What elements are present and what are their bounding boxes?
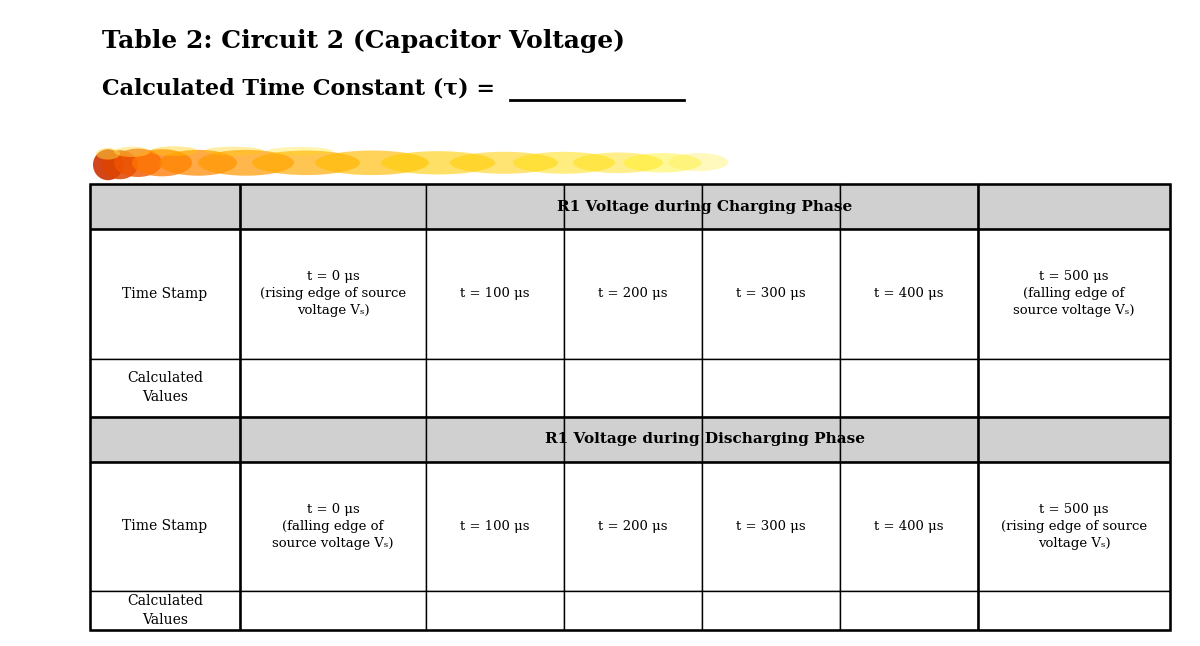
Ellipse shape bbox=[158, 150, 238, 176]
Bar bbox=[840, 359, 978, 417]
Bar bbox=[90, 359, 240, 417]
Bar bbox=[90, 229, 240, 359]
Bar bbox=[978, 229, 1170, 359]
Bar bbox=[240, 462, 426, 591]
Bar bbox=[978, 462, 1170, 591]
Ellipse shape bbox=[114, 149, 162, 177]
Bar bbox=[564, 591, 702, 630]
Bar bbox=[702, 462, 840, 591]
Bar bbox=[426, 359, 564, 417]
Bar bbox=[90, 417, 240, 462]
Bar bbox=[240, 591, 426, 630]
Bar bbox=[90, 184, 1170, 630]
Bar bbox=[564, 417, 702, 462]
Text: R1 Voltage during Charging Phase: R1 Voltage during Charging Phase bbox=[557, 200, 853, 214]
Bar bbox=[840, 184, 978, 229]
Text: t = 0 μs
(falling edge of
source voltage Vₛ): t = 0 μs (falling edge of source voltage… bbox=[272, 503, 394, 550]
Bar bbox=[240, 359, 426, 417]
Ellipse shape bbox=[450, 152, 558, 174]
Text: t = 300 μs: t = 300 μs bbox=[736, 520, 806, 533]
Ellipse shape bbox=[132, 149, 192, 176]
Bar bbox=[840, 591, 978, 630]
Text: Table 2: Circuit 2 (Capacitor Voltage): Table 2: Circuit 2 (Capacitor Voltage) bbox=[102, 29, 625, 53]
Text: Calculated
Values: Calculated Values bbox=[127, 371, 203, 404]
Ellipse shape bbox=[198, 150, 294, 176]
Bar bbox=[426, 591, 564, 630]
Text: t = 200 μs: t = 200 μs bbox=[599, 287, 667, 300]
Bar bbox=[840, 229, 978, 359]
Bar bbox=[702, 417, 840, 462]
Bar bbox=[90, 591, 240, 630]
Bar bbox=[564, 462, 702, 591]
Bar bbox=[426, 229, 564, 359]
Bar bbox=[426, 462, 564, 591]
Text: t = 200 μs: t = 200 μs bbox=[599, 520, 667, 533]
Bar bbox=[90, 184, 240, 229]
Bar bbox=[240, 184, 426, 229]
Ellipse shape bbox=[114, 147, 150, 157]
Bar bbox=[426, 184, 564, 229]
Bar bbox=[702, 591, 840, 630]
Bar bbox=[978, 417, 1170, 462]
Text: t = 400 μs: t = 400 μs bbox=[875, 287, 943, 300]
Ellipse shape bbox=[574, 152, 662, 173]
Ellipse shape bbox=[624, 153, 702, 172]
Ellipse shape bbox=[252, 151, 360, 175]
Ellipse shape bbox=[668, 153, 728, 171]
Ellipse shape bbox=[94, 149, 124, 180]
Ellipse shape bbox=[382, 151, 496, 174]
Ellipse shape bbox=[204, 147, 264, 156]
Ellipse shape bbox=[514, 152, 616, 174]
Bar bbox=[240, 229, 426, 359]
Bar bbox=[564, 359, 702, 417]
Bar bbox=[840, 462, 978, 591]
Bar bbox=[840, 417, 978, 462]
Bar bbox=[702, 229, 840, 359]
Bar bbox=[702, 184, 840, 229]
Ellipse shape bbox=[150, 146, 198, 156]
Bar bbox=[564, 184, 702, 229]
Bar bbox=[978, 359, 1170, 417]
Bar bbox=[90, 462, 240, 591]
Text: Time Stamp: Time Stamp bbox=[122, 287, 208, 301]
Ellipse shape bbox=[96, 148, 120, 160]
Bar bbox=[240, 417, 426, 462]
Text: Calculated
Values: Calculated Values bbox=[127, 594, 203, 627]
Bar bbox=[426, 417, 564, 462]
Ellipse shape bbox=[266, 147, 334, 156]
Text: t = 500 μs
(falling edge of
source voltage Vₛ): t = 500 μs (falling edge of source volta… bbox=[1013, 271, 1135, 317]
Bar bbox=[702, 359, 840, 417]
Bar bbox=[978, 591, 1170, 630]
Text: t = 0 μs
(rising edge of source
voltage Vₛ): t = 0 μs (rising edge of source voltage … bbox=[260, 271, 406, 317]
Text: t = 500 μs
(rising edge of source
voltage Vₛ): t = 500 μs (rising edge of source voltag… bbox=[1001, 503, 1147, 550]
Text: t = 400 μs: t = 400 μs bbox=[875, 520, 943, 533]
Bar bbox=[564, 229, 702, 359]
Bar bbox=[978, 184, 1170, 229]
Text: Calculated Time Constant (τ) =: Calculated Time Constant (τ) = bbox=[102, 78, 496, 99]
Text: t = 300 μs: t = 300 μs bbox=[736, 287, 806, 300]
Text: R1 Voltage during Discharging Phase: R1 Voltage during Discharging Phase bbox=[545, 432, 865, 446]
Text: Time Stamp: Time Stamp bbox=[122, 519, 208, 534]
Ellipse shape bbox=[102, 150, 138, 180]
Text: t = 100 μs: t = 100 μs bbox=[461, 287, 529, 300]
Ellipse shape bbox=[314, 151, 430, 175]
Text: t = 100 μs: t = 100 μs bbox=[461, 520, 529, 533]
